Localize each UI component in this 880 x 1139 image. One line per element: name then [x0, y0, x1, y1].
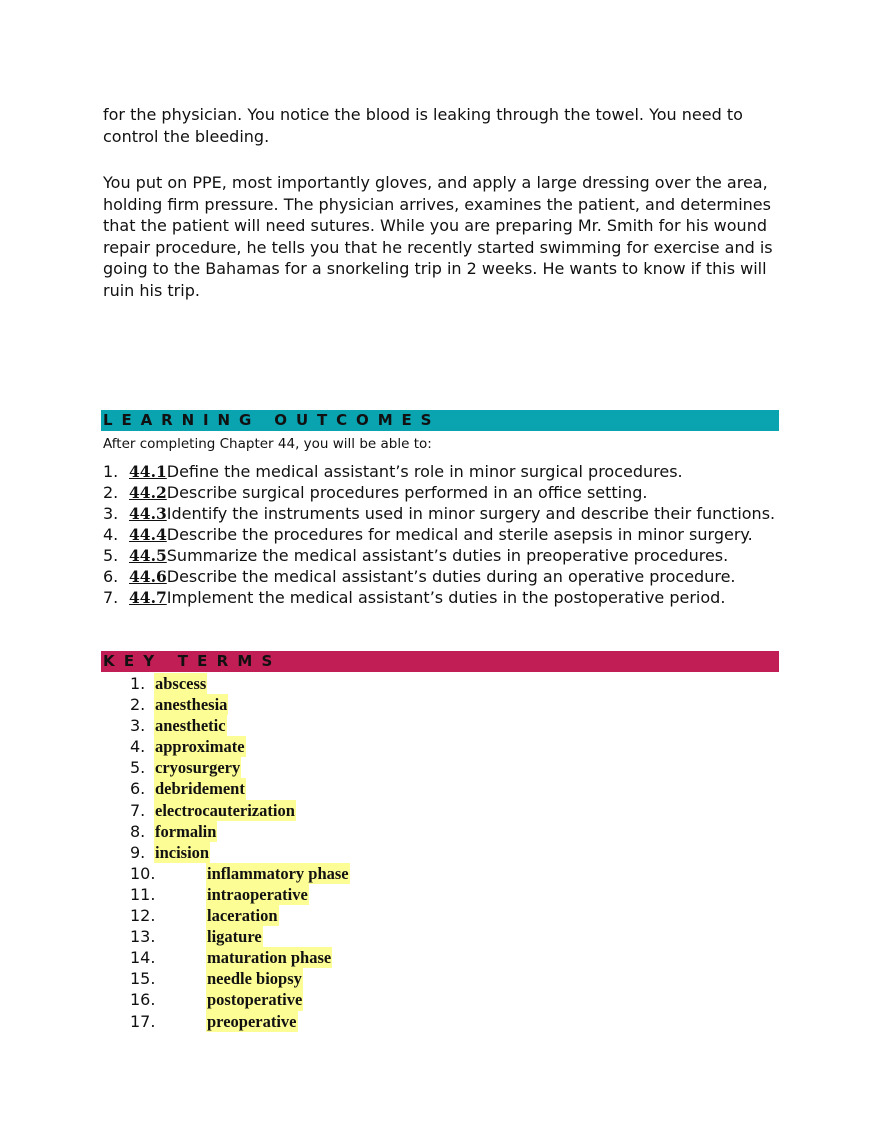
learning-outcome-item: 7. 44.7Implement the medical assistant’s …	[103, 587, 793, 608]
key-term-item: 10. inflammatory phase	[130, 862, 530, 884]
key-term-item: 13. ligature	[130, 926, 530, 948]
outcome-number: 4.	[103, 525, 119, 544]
key-term-item: 9. incision	[130, 841, 530, 863]
learning-outcomes-heading: LEARNING OUTCOMES	[101, 410, 779, 431]
outcome-number: 3.	[103, 504, 119, 523]
term-number: 7.	[130, 800, 146, 820]
term-number: 3.	[130, 716, 146, 736]
key-term-item: 16. postoperative	[130, 989, 530, 1011]
term-number: 11.	[130, 884, 156, 904]
key-term-item: 14. maturation phase	[130, 947, 530, 969]
learning-outcome-item: 6. 44.6Describe the medical assistant’s d…	[103, 566, 793, 587]
term-number: 17.	[130, 1011, 156, 1031]
outcome-number: 1.	[103, 462, 119, 481]
term-number: 12.	[130, 906, 156, 926]
key-term: maturation phase	[206, 947, 333, 969]
key-term: needle biopsy	[206, 968, 303, 990]
key-term: cryosurgery	[154, 757, 242, 779]
outcome-text: Summarize the medical assistant’s duties…	[166, 546, 729, 565]
key-term: anesthetic	[154, 715, 227, 737]
outcome-code-link[interactable]: 44.5	[129, 546, 167, 565]
term-number: 5.	[130, 758, 146, 778]
key-term-item: 17. preoperative	[130, 1010, 530, 1032]
key-term-item: 2. anesthesia	[130, 694, 530, 716]
outcome-code-link[interactable]: 44.6	[129, 567, 167, 586]
key-term: abscess	[154, 673, 208, 695]
outcome-text: Describe surgical procedures performed i…	[166, 483, 648, 502]
key-term: inflammatory phase	[206, 862, 350, 884]
outcome-number: 2.	[103, 483, 119, 502]
outcome-text: Describe the medical assistant’s duties …	[166, 567, 736, 586]
learning-outcomes-intro: After completing Chapter 44, you will be…	[103, 436, 432, 452]
key-term-item: 7. electrocauterization	[130, 799, 530, 821]
outcome-code-link[interactable]: 44.3	[129, 504, 167, 523]
term-number: 8.	[130, 821, 146, 841]
key-term: formalin	[154, 820, 218, 842]
learning-outcomes-list: 1. 44.1Define the medical assistant’s rol…	[103, 461, 793, 608]
key-term: intraoperative	[206, 883, 309, 906]
term-number: 9.	[130, 842, 146, 862]
learning-outcome-item: 3. 44.3Identify the instruments used in m…	[103, 503, 793, 524]
term-number: 15.	[130, 969, 156, 989]
key-terms-list: 1. abscess 2. anesthesia 3. anesthetic 4. ap…	[130, 673, 530, 1032]
key-term: debridement	[154, 778, 246, 800]
outcome-text: Describe the procedures for medical and …	[166, 525, 753, 544]
learning-outcome-item: 4. 44.4Describe the procedures for medica…	[103, 524, 793, 545]
outcome-code-link[interactable]: 44.2	[129, 483, 167, 502]
key-terms-heading: KEY TERMS	[101, 651, 779, 672]
outcome-number: 5.	[103, 546, 119, 565]
key-term-item: 3. anesthetic	[130, 715, 530, 737]
term-number: 6.	[130, 779, 146, 799]
key-term: postoperative	[206, 989, 304, 1011]
scenario-paragraph-1: for the physician. You notice the blood …	[103, 105, 743, 146]
key-term: ligature	[206, 926, 263, 948]
key-term-item: 6. debridement	[130, 778, 530, 800]
outcome-code-link[interactable]: 44.4	[129, 525, 167, 544]
key-term-item: 4. approximate	[130, 736, 530, 758]
term-number: 14.	[130, 948, 156, 968]
key-term: preoperative	[206, 1010, 298, 1032]
key-term: approximate	[154, 736, 246, 758]
key-term-item: 8. formalin	[130, 820, 530, 842]
key-term-item: 1. abscess	[130, 673, 530, 695]
outcome-code-link[interactable]: 44.7	[129, 588, 167, 607]
outcome-number: 7.	[103, 588, 119, 607]
learning-outcome-item: 1. 44.1Define the medical assistant’s rol…	[103, 461, 793, 482]
term-number: 10.	[130, 863, 156, 883]
term-number: 16.	[130, 990, 156, 1010]
term-number: 13.	[130, 927, 156, 947]
scenario-paragraph-2: You put on PPE, most importantly gloves,…	[103, 173, 773, 300]
key-term-item: 5. cryosurgery	[130, 757, 530, 779]
term-number: 4.	[130, 737, 146, 757]
outcome-text: Implement the medical assistant’s duties…	[166, 588, 726, 607]
term-number: 2.	[130, 695, 146, 715]
key-term: anesthesia	[154, 694, 229, 716]
learning-outcome-item: 5. 44.5Summarize the medical assistant’s …	[103, 545, 793, 566]
outcome-text: Identify the instruments used in minor s…	[166, 504, 776, 523]
key-term-item: 12. laceration	[130, 905, 530, 927]
outcome-number: 6.	[103, 567, 119, 586]
key-term: incision	[154, 841, 211, 863]
key-term: laceration	[206, 905, 279, 927]
term-number: 1.	[130, 674, 146, 693]
key-term-item: 15. needle biopsy	[130, 968, 530, 990]
outcome-code-link[interactable]: 44.1	[129, 462, 167, 481]
learning-outcome-item: 2. 44.2Describe surgical procedures perfo…	[103, 482, 793, 503]
key-term: electrocauterization	[154, 799, 296, 821]
key-term-item: 11. intraoperative	[130, 883, 530, 906]
outcome-text: Define the medical assistant’s role in m…	[166, 462, 683, 481]
